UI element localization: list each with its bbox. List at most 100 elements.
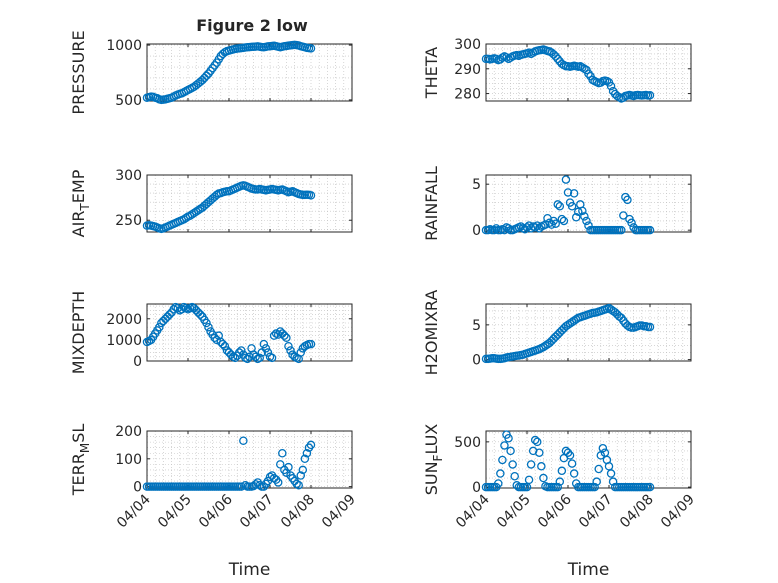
terr_msl-xtick-label: 04/05	[155, 492, 195, 532]
sun_flux-ylabel: SUNFLUX	[422, 424, 445, 496]
sun_flux-point	[598, 443, 608, 453]
theta-point	[606, 81, 616, 91]
air_temp-ytick-label: 300	[115, 168, 142, 184]
h2omixra-ytick-label: 0	[472, 353, 481, 369]
terr_msl-point	[294, 480, 303, 490]
theta-point	[645, 91, 655, 100]
sun_flux-point	[508, 460, 517, 469]
rainfall-point	[522, 223, 532, 232]
rainfall-point	[582, 216, 591, 226]
theta-point	[551, 52, 560, 61]
sun_flux-ylabel-sub: F	[431, 454, 445, 461]
theta-axes: 280 290 300 THETA	[422, 37, 692, 103]
terr_msl-xtick-label: 04/06	[196, 491, 236, 531]
terr_msl-axes: 0 100 200 TERRMSL 04/04 04/05 04/06 04/07 04/08 0…	[69, 424, 359, 580]
sun_flux-ytick-label: 500	[454, 435, 481, 451]
mixdepth-point	[296, 348, 305, 357]
terr_msl-point	[237, 482, 246, 491]
mixdepth-point	[306, 339, 316, 349]
mixdepth-ylabel: MIXDEPTH	[69, 291, 88, 374]
theta-ytick-label: 300	[454, 37, 481, 53]
pressure-ytick-label: 500	[115, 93, 142, 109]
sun_flux-xtick-label: 04/05	[494, 492, 534, 532]
sun_flux-point	[496, 469, 505, 478]
sun_flux-xtick-label: 04/08	[617, 492, 657, 532]
terr_msl-plot-area	[146, 430, 353, 489]
terr_msl-point	[273, 478, 283, 487]
mixdepth-ytick-label: 2000	[106, 312, 142, 328]
mixdepth-point	[237, 346, 246, 355]
sun_flux-point	[608, 477, 618, 486]
mixdepth-point	[259, 339, 269, 349]
terr_msl-point	[241, 480, 250, 490]
air_temp-ylabel-rest: EMP	[69, 169, 88, 203]
rainfall-point	[563, 188, 573, 197]
rainfall-point	[530, 223, 540, 232]
mixdepth-point	[243, 354, 252, 364]
sun_flux-point	[533, 437, 542, 447]
sun_flux-ylabel-rest: LUX	[422, 424, 441, 455]
mixdepth-point	[245, 352, 254, 362]
air_temp-point	[306, 191, 316, 200]
rainfall-point	[574, 207, 583, 217]
theta-point	[553, 54, 563, 64]
sun_flux-point	[498, 455, 507, 465]
h2omixra-ylabel: H2OMIXRA	[422, 290, 441, 376]
sun_flux-point	[557, 466, 567, 476]
sun_flux-axes: 0 500 SUNFLUX 04/04 04/05 04/06 04/07 04/08 04/0…	[422, 424, 698, 580]
mixdepth-point	[210, 333, 219, 343]
mixdepth-point	[165, 310, 174, 319]
rainfall-ytick-label: 0	[472, 223, 481, 239]
air_temp-point	[181, 213, 191, 223]
terr_msl-ylabel-rest: SL	[69, 424, 88, 443]
theta-point	[584, 69, 593, 78]
air_temp-axes: 250 300 AIRTEMP	[69, 168, 353, 237]
sun_flux-point	[569, 469, 579, 478]
terr_msl-ytick-label: 100	[115, 452, 142, 468]
sun_flux-point	[494, 479, 503, 488]
rainfall-point	[619, 211, 628, 220]
mixdepth-ytick-label: 0	[133, 354, 142, 370]
h2omixra-axes: 0 5 H2OMIXRA	[422, 290, 692, 376]
terr_msl-ytick-label: 200	[115, 424, 142, 440]
mixdepth-point	[263, 348, 273, 357]
mixdepth-point	[196, 310, 205, 319]
mixdepth-point	[255, 353, 264, 363]
rainfall-point	[553, 200, 563, 209]
rainfall-point	[551, 219, 560, 228]
rainfall-point	[617, 225, 626, 235]
mixdepth-ytick-label: 1000	[106, 333, 142, 349]
terr_msl-xtick-label: 04/04	[114, 491, 154, 531]
rainfall-point	[571, 213, 581, 222]
theta-frame	[485, 43, 692, 102]
sun_flux-xtick-label: 04/06	[535, 491, 575, 531]
mixdepth-point	[286, 346, 295, 355]
rainfall-point	[559, 216, 569, 226]
sun_flux-xtick-label: 04/07	[576, 492, 616, 532]
rainfall-point	[545, 218, 554, 228]
rainfall-point	[489, 225, 499, 235]
air_temp-ylabel-main: AIR	[69, 211, 88, 238]
mixdepth-point	[280, 331, 289, 340]
sun_flux-point	[590, 482, 599, 492]
terr_msl-point	[278, 448, 287, 458]
terr_msl-point	[298, 465, 308, 475]
h2omixra-point	[645, 322, 655, 332]
pressure-ytick-label: 1000	[106, 38, 142, 54]
sun_flux-point	[539, 473, 548, 483]
mixdepth-point	[269, 331, 279, 340]
sun_flux-point	[567, 459, 577, 468]
rainfall-point	[504, 224, 513, 233]
pressure-axes: 500 1000 PRESSURE	[69, 30, 353, 115]
theta-ytick-label: 280	[454, 87, 481, 103]
sun_flux-point	[504, 433, 513, 443]
sun_flux-xlabel: Time	[567, 560, 610, 580]
terr_msl-xtick-label: 04/08	[278, 492, 318, 532]
theta-point	[596, 78, 606, 87]
sun_flux-point	[594, 464, 604, 474]
air_temp-ylabel: AIRTEMP	[69, 169, 92, 237]
sun_flux-point	[526, 460, 536, 469]
rainfall-point	[557, 214, 567, 224]
